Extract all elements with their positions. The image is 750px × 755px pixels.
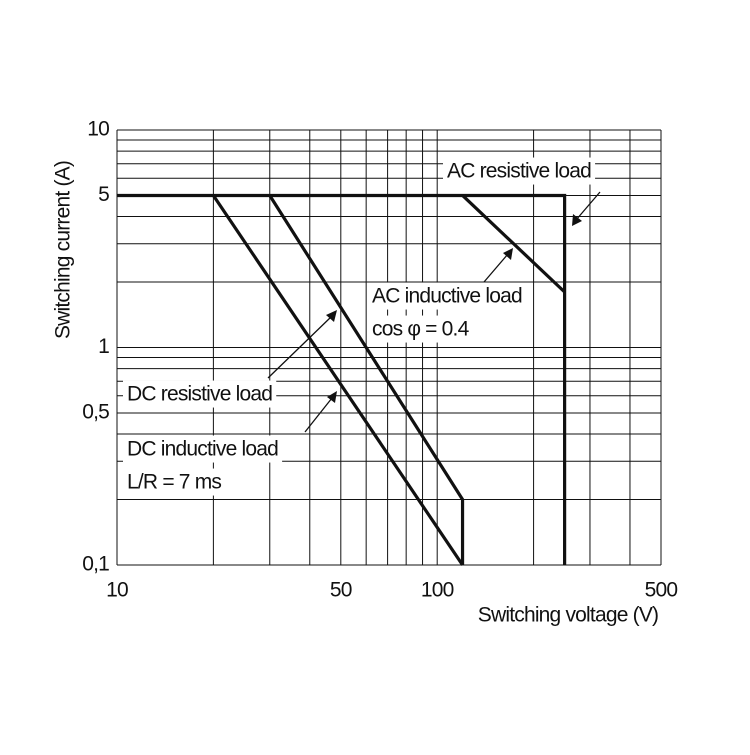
label-background xyxy=(368,282,526,310)
annotation: L/R = 7 ms xyxy=(127,471,221,494)
series-label: AC resistive load xyxy=(447,160,591,183)
arrow-head xyxy=(326,310,337,322)
label-background xyxy=(443,157,596,185)
arrow-head xyxy=(572,214,582,226)
label-background xyxy=(123,380,277,408)
series-line xyxy=(461,194,566,294)
plot xyxy=(117,193,567,566)
label-background xyxy=(123,435,283,463)
arrow-head xyxy=(327,391,337,403)
y-tick-label: 0,1 xyxy=(82,553,109,576)
x-tick-label: 50 xyxy=(330,579,352,602)
y-tick-label: 0,5 xyxy=(82,401,109,424)
x-tick-label: 10 xyxy=(106,579,128,602)
x-axis-label: Switching voltage (V) xyxy=(478,604,658,627)
series-label: DC inductive load xyxy=(127,438,278,461)
y-tick-label: 10 xyxy=(87,118,109,141)
x-tick-label: 100 xyxy=(421,579,454,602)
arrow xyxy=(304,397,333,433)
x-tick-label: 500 xyxy=(645,579,678,602)
series-line xyxy=(117,193,567,565)
annotations: AC resistive load AC inductive load cos … xyxy=(123,157,596,496)
y-tick-label: 5 xyxy=(98,183,109,206)
label-background xyxy=(123,468,226,496)
arrow xyxy=(267,315,333,379)
arrow xyxy=(575,191,601,221)
arrows xyxy=(267,191,601,433)
arrow-head xyxy=(503,248,513,260)
annotation: cos φ = 0.4 xyxy=(372,318,470,341)
series-label: AC inductive load xyxy=(372,285,522,308)
series-line xyxy=(212,194,464,566)
series-label: DC resistive load xyxy=(127,383,272,406)
label-background xyxy=(368,315,474,343)
series-line xyxy=(268,194,465,565)
arrow xyxy=(483,253,509,283)
y-tick-label: 1 xyxy=(98,335,109,358)
y-axis-label: Switching current (A) xyxy=(52,161,75,339)
